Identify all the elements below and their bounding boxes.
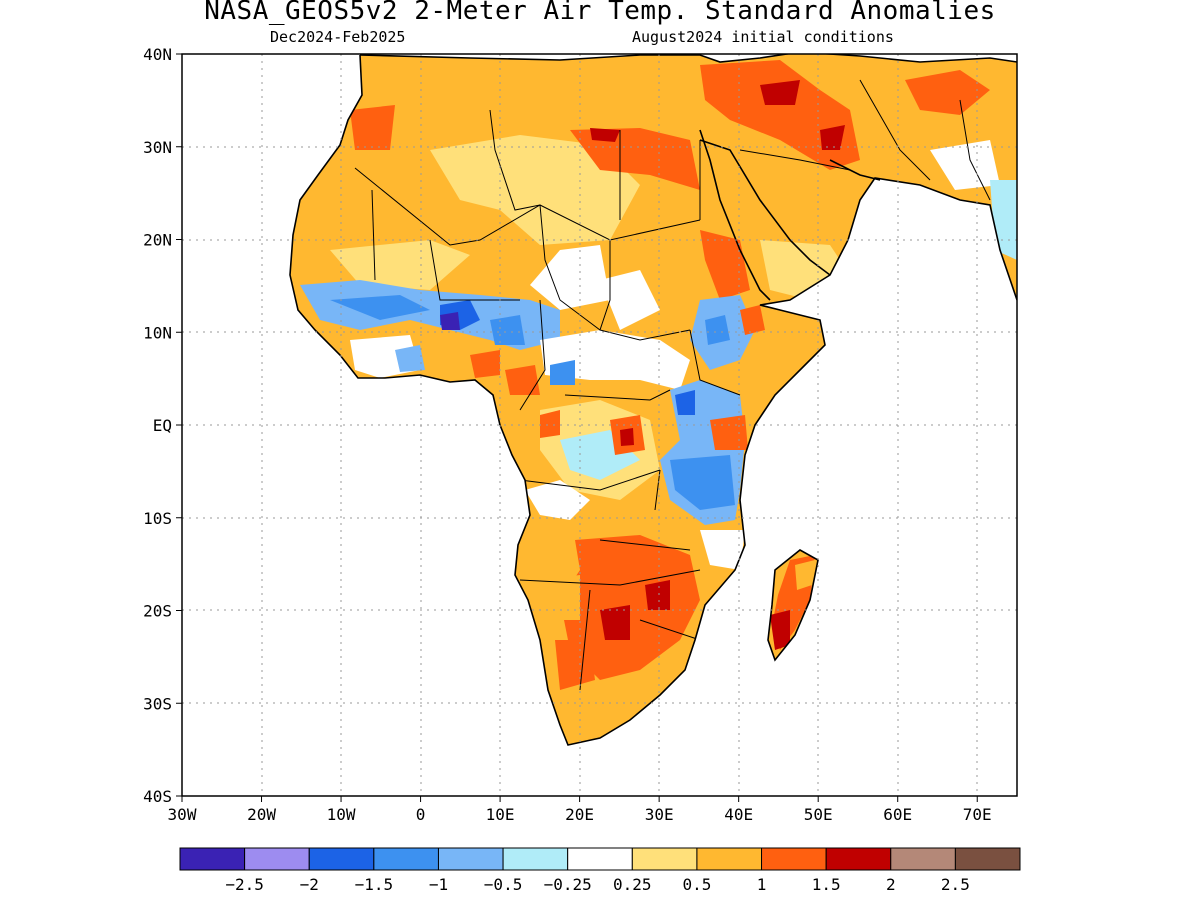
longitude-labels: 30W 20W 10W 0 10E 20E 30E 40E 50E 60E 70E xyxy=(168,796,992,824)
lon-label: 20W xyxy=(247,805,276,824)
colorbar-label: −0.25 xyxy=(544,875,592,894)
colorbar-swatch xyxy=(437,847,504,871)
latitude-labels: 40N 30N 20N 10N EQ 10S 20S 30S 40S xyxy=(143,45,182,806)
lat-label: 10N xyxy=(143,323,172,342)
colorbar-swatch xyxy=(954,847,1021,871)
colorbar-swatch xyxy=(179,847,246,871)
lon-label: 10E xyxy=(486,805,515,824)
lat-label: EQ xyxy=(153,416,172,435)
colorbar-label: 2 xyxy=(886,875,896,894)
lon-label: 30E xyxy=(645,805,674,824)
lon-label: 60E xyxy=(883,805,912,824)
colorbar-label: −1 xyxy=(429,875,448,894)
lon-label: 10W xyxy=(327,805,356,824)
colorbar-swatch xyxy=(373,847,439,871)
colorbar-swatch xyxy=(567,847,633,871)
lat-label: 30S xyxy=(143,694,172,713)
colorbar-swatch xyxy=(890,847,956,871)
colorbar-swatch xyxy=(631,847,698,871)
lat-label: 20S xyxy=(143,602,172,621)
colorbar-swatch xyxy=(308,847,375,871)
colorbar-swatch xyxy=(761,847,827,871)
lon-label: 20E xyxy=(565,805,594,824)
lat-label: 10S xyxy=(143,509,172,528)
lon-label: 70E xyxy=(963,805,992,824)
colorbar-labels: −2.5 −2 −1.5 −1 −0.5 −0.25 0.25 0.5 1 1.5 2 2.5 xyxy=(225,875,969,894)
colorbar-label: −2.5 xyxy=(225,875,264,894)
map-title: NASA_GEOS5v2 2-Meter Air Temp. Standard … xyxy=(204,0,996,26)
initial-conditions: August2024 initial conditions xyxy=(632,28,894,46)
colorbar-swatch xyxy=(502,847,569,871)
lat-label: 30N xyxy=(143,138,172,157)
colorbar-label: −1.5 xyxy=(355,875,394,894)
lat-label: 40S xyxy=(143,787,172,806)
colorbar-label: −2 xyxy=(300,875,319,894)
colorbar-label: −0.5 xyxy=(484,875,523,894)
lat-label: 40N xyxy=(143,45,172,64)
lat-label: 20N xyxy=(143,231,172,250)
colorbar-label: 0.25 xyxy=(613,875,652,894)
lon-label: 50E xyxy=(804,805,833,824)
colorbar-label: 2.5 xyxy=(941,875,970,894)
colorbar-label: 1.5 xyxy=(812,875,841,894)
forecast-period: Dec2024-Feb2025 xyxy=(270,28,406,46)
lon-label: 40E xyxy=(724,805,753,824)
colorbar-swatch xyxy=(696,847,763,871)
colorbar-label: 1 xyxy=(757,875,767,894)
lon-label: 30W xyxy=(168,805,197,824)
lat-lon-grid xyxy=(182,54,1017,796)
colorbar xyxy=(179,847,1021,871)
colorbar-swatch xyxy=(825,847,892,871)
coastlines xyxy=(289,54,1017,746)
colorbar-swatch xyxy=(244,847,310,871)
colorbar-label: 0.5 xyxy=(682,875,711,894)
country-borders xyxy=(354,79,991,691)
lon-label: 0 xyxy=(416,805,426,824)
